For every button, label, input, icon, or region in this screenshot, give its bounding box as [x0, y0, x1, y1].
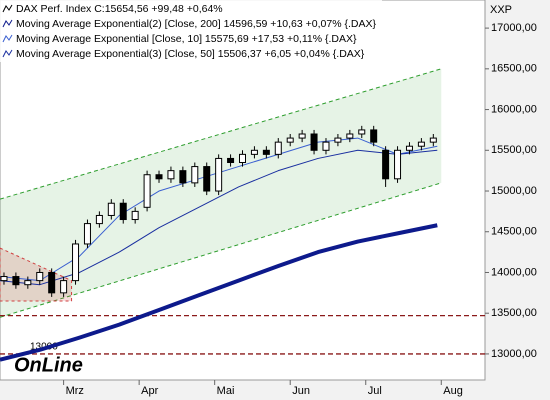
candle-body	[0, 276, 8, 282]
ma-line	[0, 223, 438, 362]
candle-body	[250, 149, 258, 155]
x-tick-label: Jun	[292, 385, 310, 397]
candle-body	[131, 210, 139, 221]
legend-label: Moving Average Exponential(2) [Close, 20…	[16, 18, 376, 30]
x-tick-label: Jul	[368, 385, 382, 397]
candle-body	[72, 243, 80, 282]
candle-body	[119, 202, 127, 221]
candle-body	[107, 202, 115, 216]
candle-body	[143, 174, 151, 208]
candle-body	[203, 166, 211, 192]
legend-label: Moving Average Exponential(3) [Close, 50…	[16, 48, 365, 60]
legend-swatch	[2, 49, 13, 58]
y-tick-label: 13000,00	[491, 348, 537, 360]
x-tick-label: Mai	[217, 385, 235, 397]
candle-body	[179, 170, 187, 184]
candle-body	[167, 170, 175, 180]
y-tick-label: 17000,00	[491, 22, 537, 34]
candle-body	[227, 157, 235, 164]
candle-body	[262, 149, 270, 155]
candle-body	[95, 214, 103, 225]
candle-body	[60, 280, 68, 294]
candle-body	[417, 141, 425, 147]
watermark: OnLine	[14, 354, 83, 376]
legend-box	[0, 0, 382, 62]
candle-body	[215, 157, 223, 192]
candle-body	[394, 149, 402, 180]
y-tick-label: 15000,00	[491, 185, 537, 197]
legend: DAX Perf. Index C:15654,56 +99,48 +0,64%…	[0, 0, 382, 62]
y-tick-label: 14500,00	[491, 226, 537, 238]
legend-label: DAX Perf. Index C:15654,56 +99,48 +0,64%	[16, 3, 223, 15]
axis-label: XXP	[490, 4, 512, 16]
candle-body	[239, 153, 246, 164]
legend-swatch	[2, 19, 13, 28]
legend-label: Moving Average Exponential [Close, 10] 1…	[16, 33, 357, 45]
legend-swatch	[2, 34, 13, 43]
candle-body	[382, 149, 390, 180]
y-tick-label: 16000,00	[491, 103, 537, 115]
plot: 13000	[0, 68, 485, 362]
x-tick-label: Mrz	[66, 385, 84, 397]
candle-body	[370, 129, 378, 143]
candle-body	[155, 174, 163, 180]
candle-body	[346, 133, 354, 139]
candle-body	[358, 129, 366, 135]
x-tick-label: Apr	[141, 385, 158, 397]
y-tick-label: 15500,00	[491, 144, 537, 156]
y-tick-label: 13500,00	[491, 307, 537, 319]
plot-area	[0, 0, 486, 381]
candle-body	[191, 166, 199, 184]
y-tick-label: 16500,00	[491, 63, 537, 75]
candle-body	[83, 223, 91, 245]
candle-body	[334, 137, 342, 143]
y-tick-label: 14000,00	[491, 266, 537, 278]
candle-body	[36, 271, 44, 282]
legend-swatch	[2, 4, 13, 13]
candle-body	[405, 145, 413, 151]
candle-body	[48, 271, 56, 294]
candle-body	[286, 137, 294, 143]
x-tick-label: Aug	[443, 385, 463, 397]
channel-fill	[0, 68, 442, 318]
candle-body	[24, 280, 32, 286]
candle-body	[298, 133, 306, 139]
candle-body	[322, 141, 330, 151]
candle-body	[310, 133, 318, 151]
candle-body	[429, 137, 437, 143]
candle-body	[274, 141, 282, 155]
candle-body	[12, 276, 20, 286]
